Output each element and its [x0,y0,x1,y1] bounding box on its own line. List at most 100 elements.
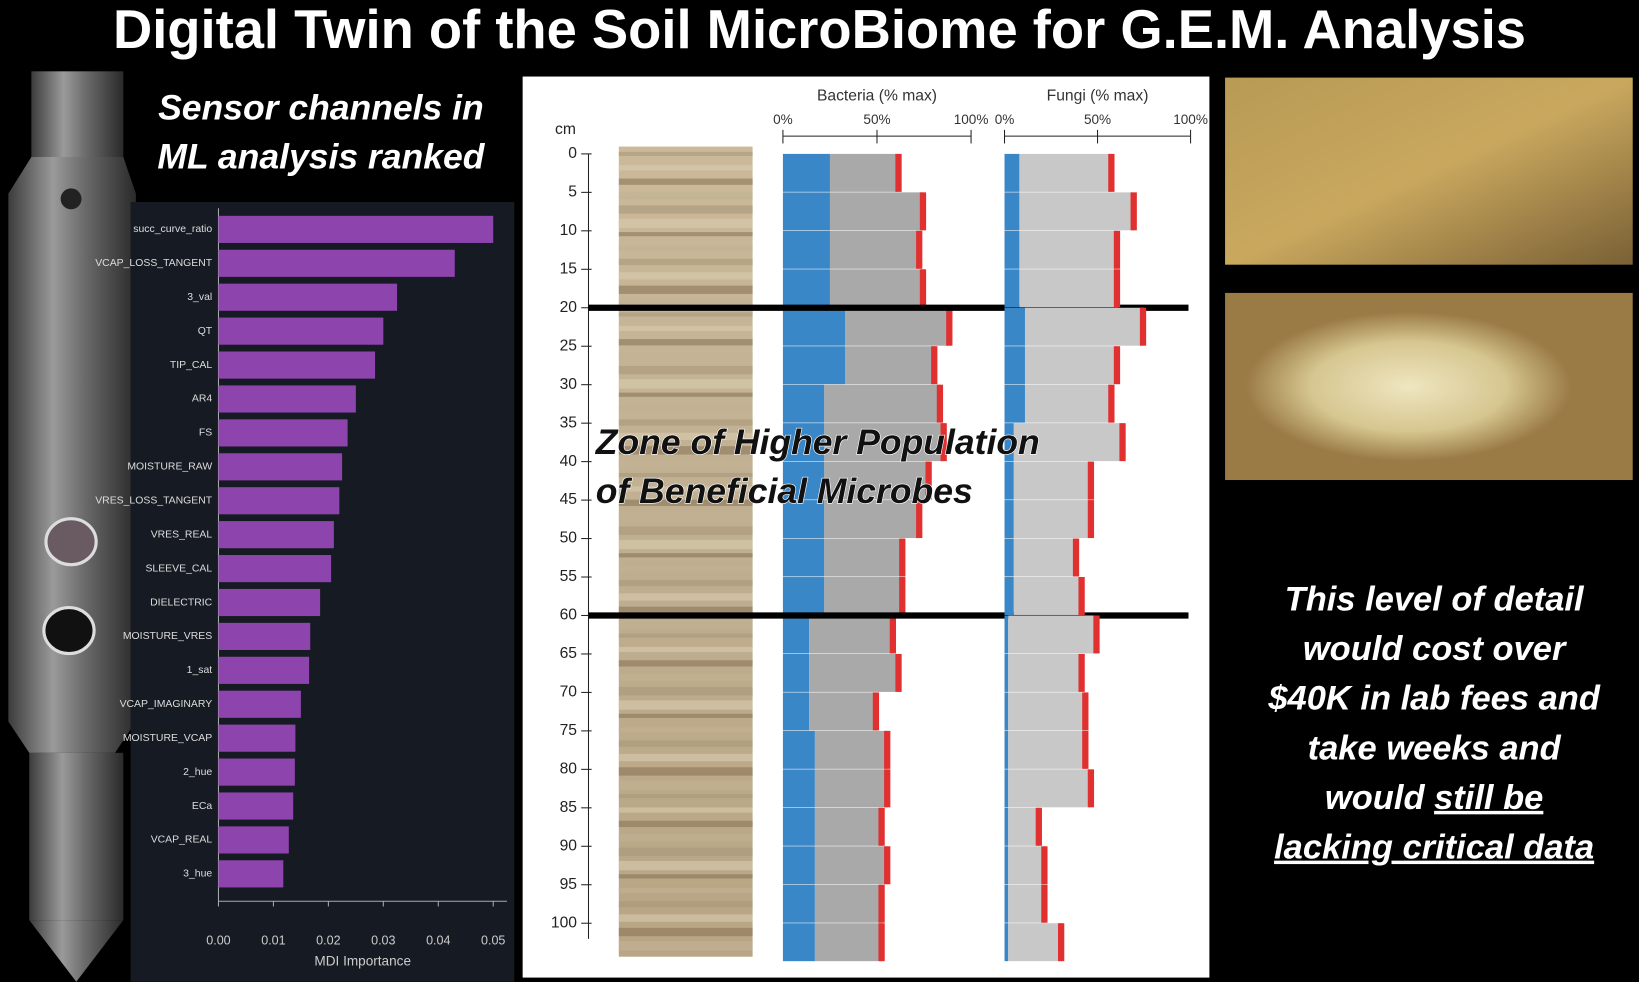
profile-segment [1024,384,1113,423]
bar [218,351,376,379]
core-band [618,379,753,389]
profile-segment [829,192,925,231]
subtitle-line: Sensor channels in [158,87,484,127]
profile-tip [899,577,906,615]
y-tick-label: succ_curve_ratio [133,224,212,235]
note-line: take weeks and [1308,729,1562,767]
core-band [618,339,753,346]
depth-unit: cm [555,121,576,138]
profile-tip [872,692,880,731]
y-tick-label: 55 [560,568,578,585]
bar [218,249,455,277]
x-tick-label: 0.05 [481,933,505,947]
core-band [618,834,753,842]
profile-segment [1004,730,1009,769]
y-tick-label: 15 [560,260,578,277]
profile-tip [1072,538,1080,577]
profile-segment [1004,884,1009,923]
profile-segment [1004,153,1020,192]
core-band [618,486,753,492]
y-tick-label: 80 [560,760,578,777]
profile-segment [782,461,825,500]
profile-segment [1004,423,1014,462]
y-tick-label: 3_hue [183,869,212,880]
profile-segment [782,346,846,385]
y-tick-label: MOISTURE_VCAP [123,733,212,744]
bar [218,826,289,854]
core-band [618,285,753,294]
y-tick-label: 60 [560,607,578,624]
profile-tip [884,730,891,769]
x-tick-label: 100% [954,112,989,127]
core-band [618,165,753,171]
profile-tip [1087,500,1095,539]
core-band [618,941,753,951]
core-band [618,633,753,638]
profile-segment [782,653,810,692]
profile-segment [1004,538,1014,577]
profile-segment [1008,653,1083,692]
note-underlined: still be [1434,779,1543,817]
profile-segment [1024,307,1145,346]
profile-tip [1058,923,1065,962]
note-line: would still be [1325,779,1543,817]
profile-segment [1004,307,1025,346]
bar [218,758,295,786]
profile-segment [814,807,883,846]
profile-segment [782,884,815,923]
profile-tip [916,500,923,539]
x-tick-label: 100% [1173,112,1208,127]
y-tick-label: FS [199,428,212,439]
x-tick-label: 0.03 [371,933,395,947]
profile-segment [1004,923,1009,962]
profile-segment [782,538,825,577]
core-band [618,820,753,828]
profile-tip [1087,769,1095,808]
core-band [618,713,753,718]
profile-tip [1035,807,1042,846]
profile-segment [782,192,830,231]
profile-tip [895,653,902,692]
profile-segment [814,923,883,962]
profile-tip [1108,153,1115,192]
x-tick-label: 50% [863,112,890,127]
core-band [618,553,753,558]
bar [218,215,494,243]
bar [218,521,334,549]
core-band [618,686,753,696]
y-tick-label: 3_val [187,292,212,303]
profile-tip [884,769,891,808]
y-tick-label: 35 [560,414,578,431]
profile-segment [1004,269,1020,308]
profile-segment [809,653,900,692]
profile-segment [845,307,951,346]
profile-segment [824,384,941,423]
y-tick-label: VRES_REAL [151,529,213,540]
profile-segment [1008,615,1098,654]
profile-tip [940,423,947,462]
profile-tip [878,807,885,846]
profile-tip [1041,846,1048,885]
core-band [618,727,753,733]
bar [218,724,296,752]
core-band [618,446,753,455]
profile-segment [814,769,889,808]
y-tick-label: 45 [560,491,578,508]
profile-segment [829,269,925,308]
profile-segment [1004,346,1025,385]
profile-segment [782,500,825,539]
y-tick-label: MOISTURE_VRES [123,631,212,642]
profile-tip [1087,461,1095,500]
bar [218,385,356,413]
bar [218,419,348,447]
profile-tip [936,384,944,423]
core-band [618,860,753,871]
bar [218,555,332,583]
y-tick-label: ECa [192,801,212,812]
profile-segment [814,846,889,885]
x-tick-label: 50% [1084,112,1111,127]
core-band [618,914,753,922]
slide-title: Digital Twin of the Soil MicroBiome for … [113,0,1526,60]
core-band [618,258,753,266]
core-band [618,191,753,200]
